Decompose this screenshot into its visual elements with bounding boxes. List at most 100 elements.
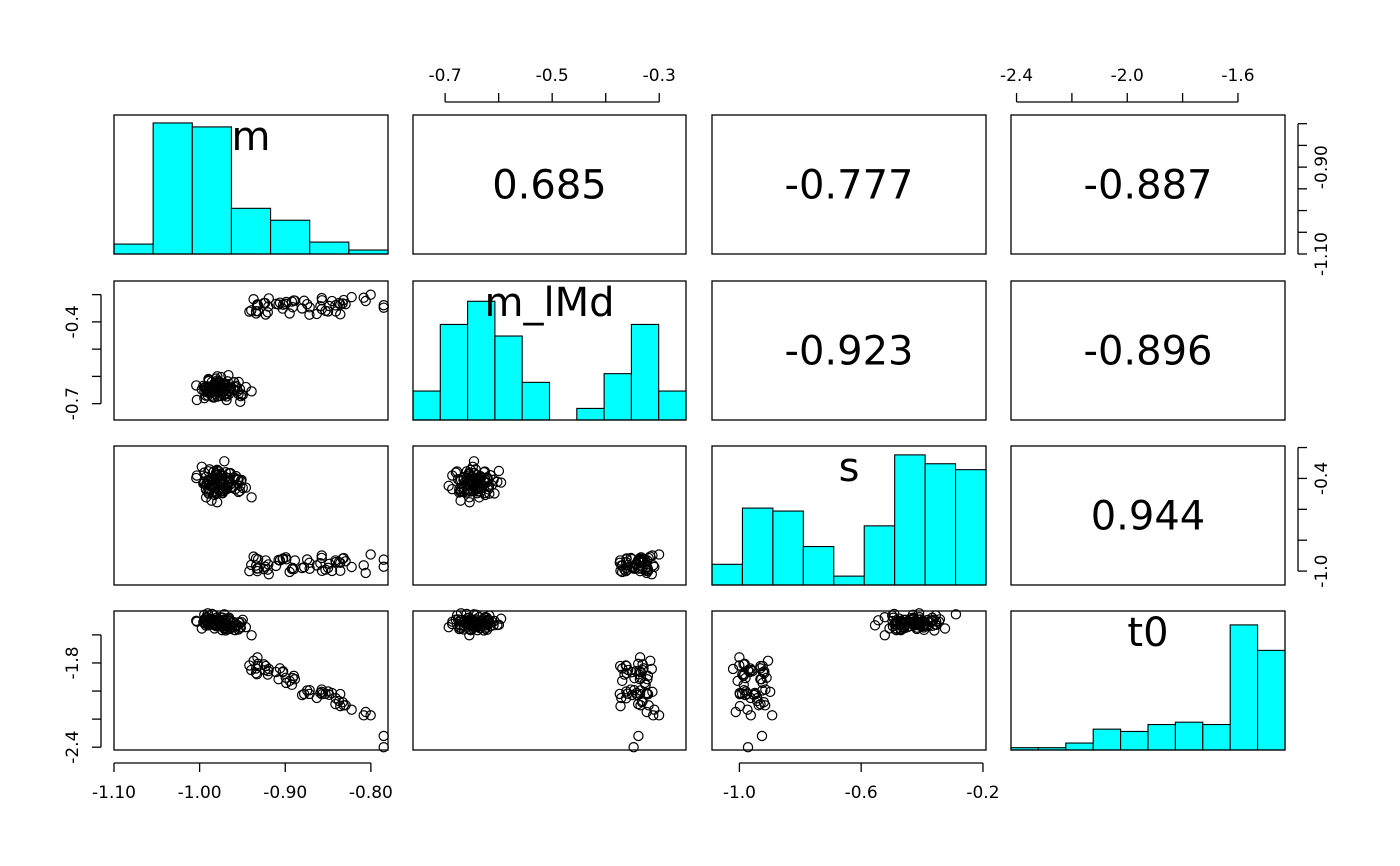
tick-label: -2.0 <box>1111 66 1144 86</box>
tick-label: -0.6 <box>845 783 878 803</box>
data-point <box>648 710 659 721</box>
data-point <box>890 624 901 635</box>
data-point <box>246 492 257 503</box>
data-point <box>235 396 246 408</box>
data-point <box>240 621 252 633</box>
data-point <box>633 554 644 565</box>
data-point <box>879 630 891 641</box>
data-point <box>218 390 229 401</box>
data-point <box>493 465 505 477</box>
data-point <box>316 684 327 695</box>
data-point <box>289 674 301 685</box>
data-point <box>484 488 495 499</box>
data-point <box>464 492 475 503</box>
panel-frame <box>113 610 389 751</box>
data-point <box>622 559 634 571</box>
data-point <box>492 476 503 488</box>
histogram-bar <box>711 563 743 586</box>
data-point <box>462 478 473 490</box>
data-point <box>615 565 626 577</box>
tick-label: -1.10 <box>1312 232 1332 276</box>
histogram-bar <box>924 463 957 586</box>
data-point <box>634 666 645 677</box>
histogram-bar <box>576 407 605 421</box>
data-point <box>365 289 376 300</box>
histogram-bar <box>863 525 896 586</box>
panel-frame <box>711 610 987 751</box>
data-point <box>757 660 768 672</box>
data-point <box>304 302 315 313</box>
data-point <box>464 497 475 508</box>
scatter-panel-m-vs-t0 <box>191 608 389 753</box>
data-point <box>485 620 496 632</box>
panel-frame <box>113 114 389 255</box>
correlation-panel-m-t0: -0.887 <box>1084 163 1213 209</box>
panel-frame <box>412 114 687 255</box>
scatter-panel-m_lMd-vs-s <box>443 456 665 580</box>
correlation-panel-m_lMd-s: -0.923 <box>785 329 914 375</box>
data-point <box>201 478 213 490</box>
data-point <box>246 559 257 571</box>
correlation-panel-m_lMd-t0: -0.896 <box>1084 329 1213 375</box>
data-point <box>273 554 284 566</box>
data-point <box>203 483 215 495</box>
data-point <box>443 480 454 492</box>
data-point <box>217 378 228 389</box>
correlation-panel-m-s: -0.777 <box>785 163 914 209</box>
data-point <box>732 675 743 687</box>
histogram-bar <box>1174 721 1204 751</box>
data-point <box>340 556 351 567</box>
data-point <box>358 560 369 571</box>
data-point <box>464 630 475 641</box>
panel-frame <box>1010 610 1286 751</box>
data-point <box>762 655 774 666</box>
data-point <box>333 297 345 309</box>
data-point <box>635 672 647 683</box>
histogram-bar <box>955 469 987 586</box>
data-point <box>304 688 315 700</box>
data-point <box>202 486 213 497</box>
correlation-value: 0.944 <box>1091 494 1206 540</box>
data-point <box>635 700 646 711</box>
data-point <box>316 552 327 564</box>
data-point <box>629 684 640 696</box>
data-point <box>277 666 289 677</box>
data-point <box>215 371 227 383</box>
data-point <box>764 686 776 698</box>
data-point <box>212 371 223 382</box>
right-axis-m: -0.90 -1.10 <box>1297 123 1332 276</box>
data-point <box>888 612 899 623</box>
data-point <box>196 461 208 472</box>
data-point <box>734 652 745 663</box>
data-point <box>340 298 351 310</box>
data-point <box>617 675 628 687</box>
histogram-bar <box>802 546 835 586</box>
correlation-value: -0.777 <box>785 163 914 209</box>
data-point <box>246 664 257 676</box>
data-point <box>495 613 507 624</box>
data-point <box>358 292 369 303</box>
histogram-bar <box>1202 723 1231 751</box>
data-point <box>923 620 934 632</box>
tick-label: -0.90 <box>263 783 307 803</box>
data-point <box>330 698 341 710</box>
data-point <box>335 565 346 577</box>
data-point <box>220 615 232 627</box>
data-point <box>304 563 315 574</box>
tick-label: -0.5 <box>536 66 569 86</box>
data-point <box>633 658 644 670</box>
data-point <box>230 470 242 482</box>
tick-label: -0.2 <box>966 783 999 803</box>
data-point <box>378 561 389 572</box>
data-point <box>950 609 962 620</box>
data-point <box>316 303 327 315</box>
histogram-bar <box>1120 730 1149 751</box>
data-point <box>219 456 230 467</box>
data-point <box>456 486 467 497</box>
data-point <box>646 663 657 675</box>
data-point <box>734 687 745 699</box>
data-point <box>467 478 479 490</box>
histogram-panel-m_lMd: m_lMd <box>412 280 687 421</box>
data-point <box>492 619 503 631</box>
